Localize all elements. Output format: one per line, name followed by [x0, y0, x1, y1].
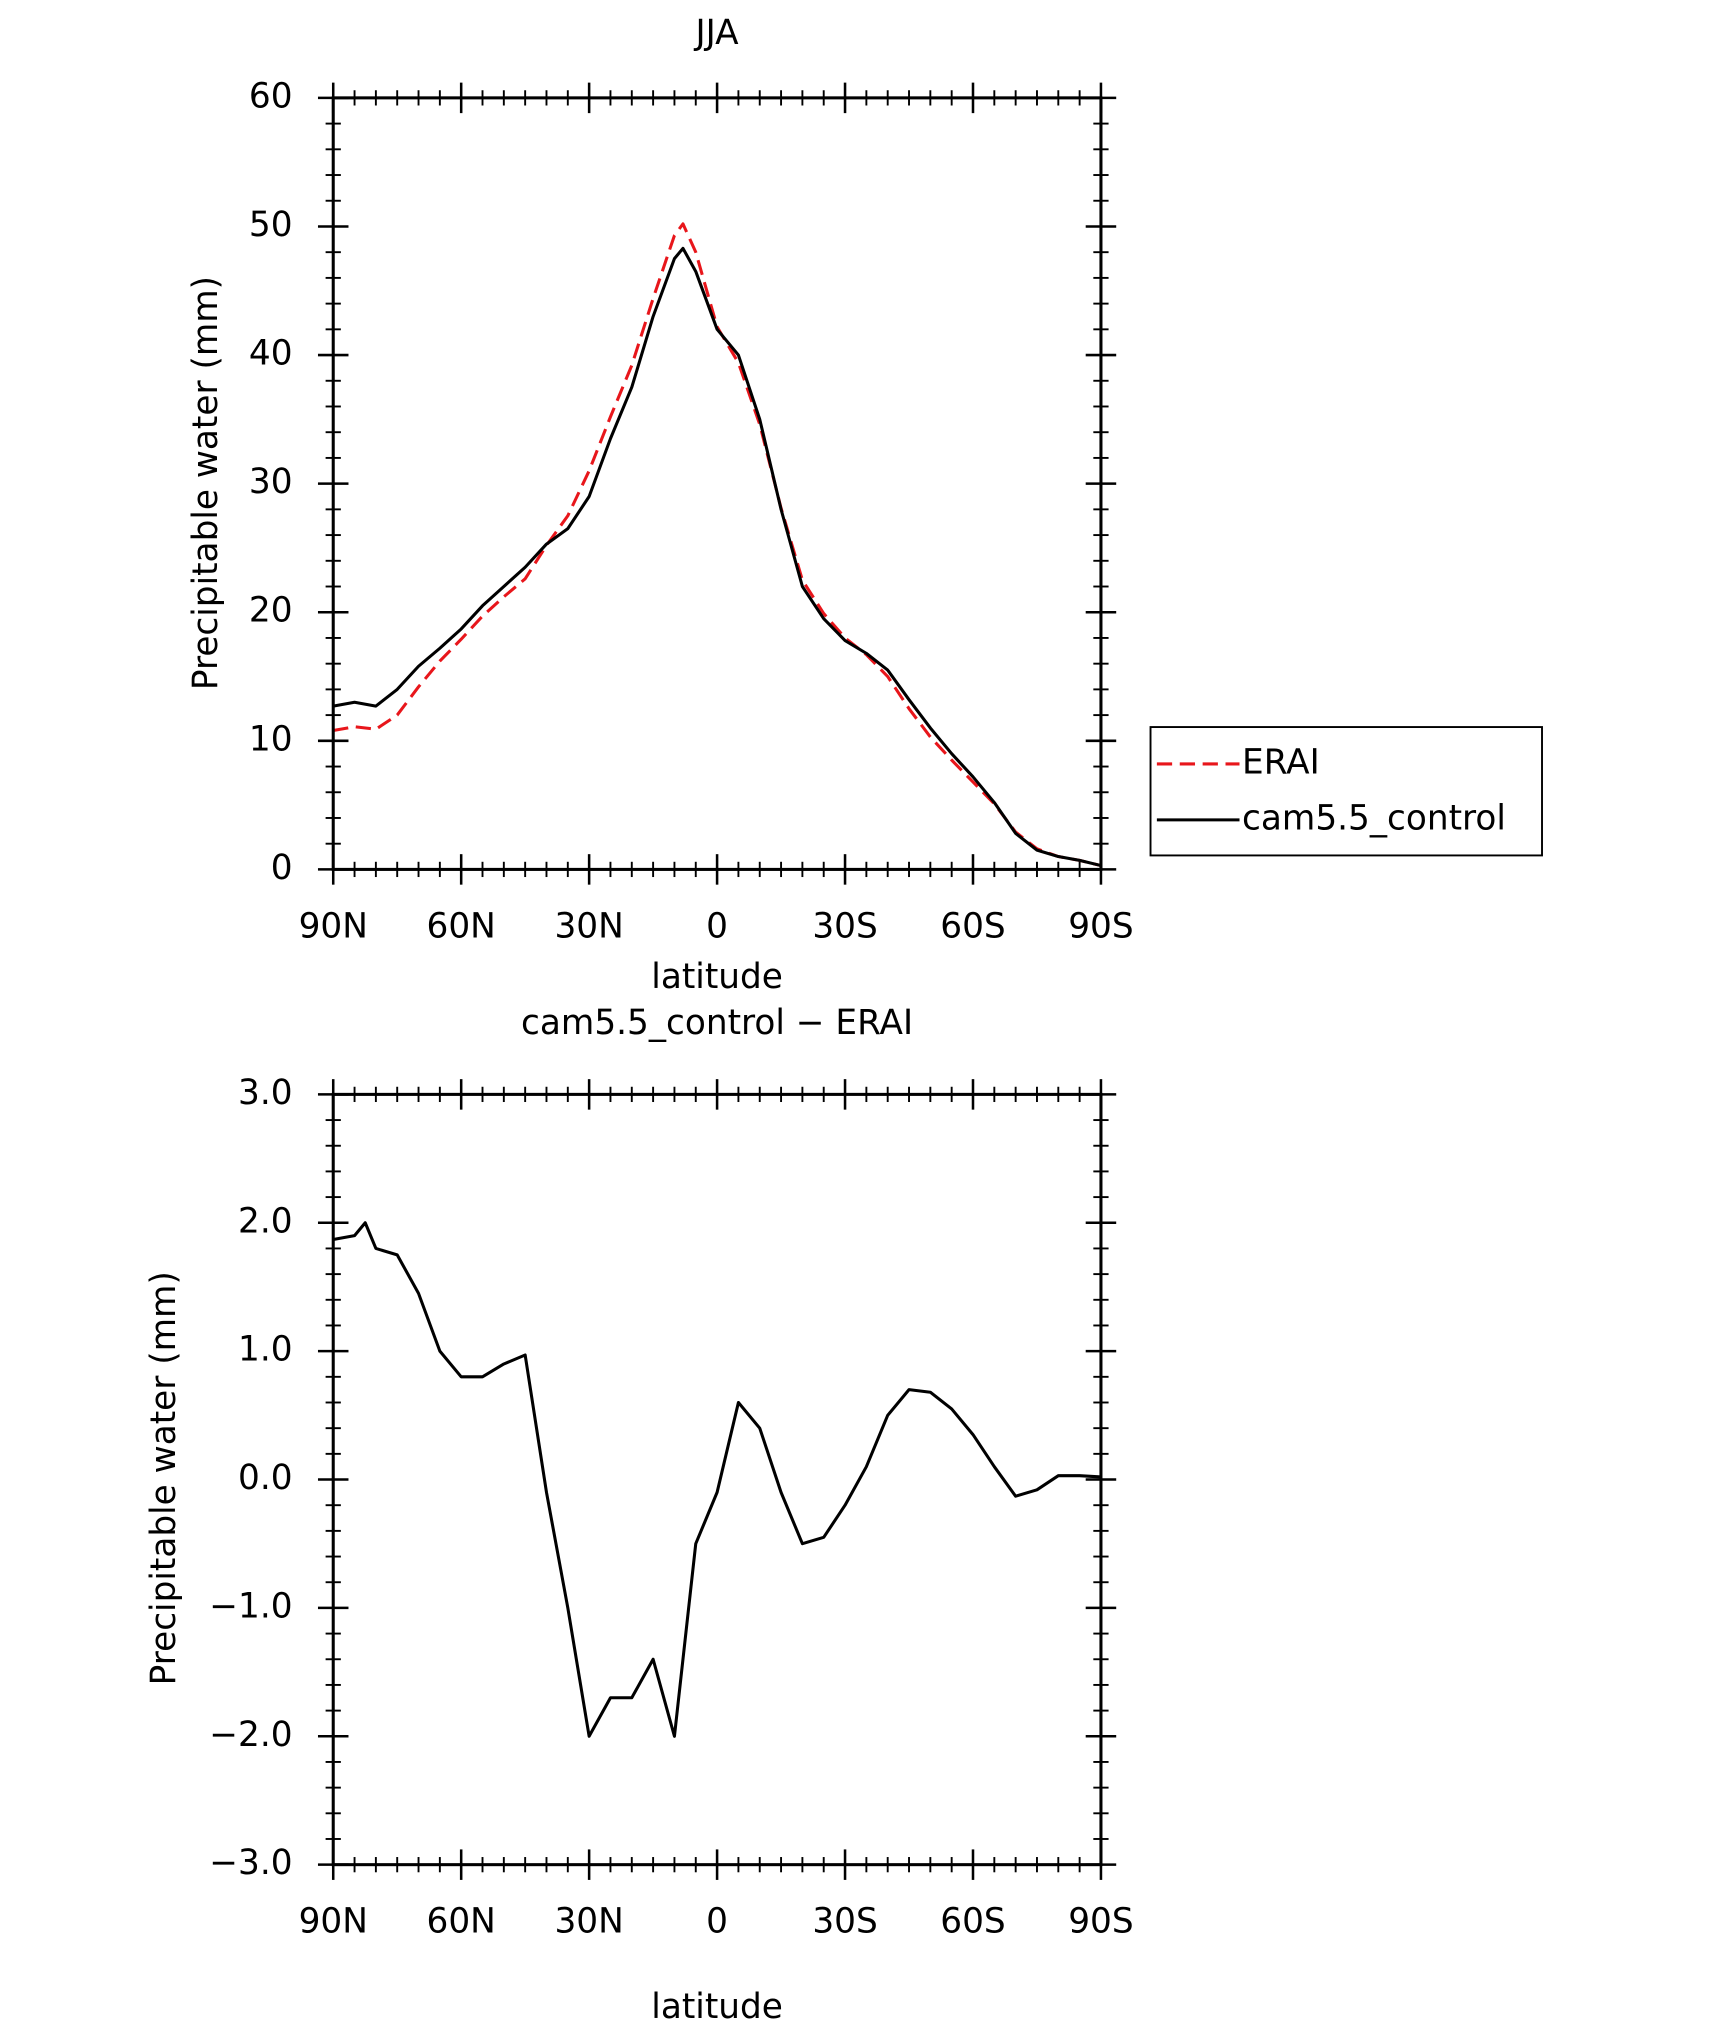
line-series	[332, 1221, 1102, 1738]
x-tick-label: 60N	[427, 906, 496, 946]
y-tick-label: −3.0	[209, 1843, 292, 1883]
y-tick-label: 60	[249, 76, 293, 116]
chart-title: JJA	[694, 13, 740, 53]
x-axis-label: latitude	[651, 957, 783, 997]
y-tick-label: 0.0	[238, 1458, 293, 1498]
y-tick-label: 30	[249, 462, 293, 502]
line-series	[332, 222, 1102, 868]
x-tick-label: 30N	[554, 1902, 623, 1942]
x-tick-label: 30S	[812, 1902, 877, 1942]
y-tick-label: 20	[249, 591, 293, 631]
y-tick-label: 1.0	[238, 1330, 293, 1370]
x-axis-label: latitude	[651, 1987, 783, 2021]
y-tick-label: 0	[271, 848, 293, 888]
legend-label: cam5.5_control	[1242, 798, 1506, 838]
x-tick-label: 0	[706, 1902, 728, 1942]
y-tick-label: 50	[249, 205, 293, 245]
legend-label: ERAI	[1242, 742, 1320, 782]
plot-frame	[331, 96, 1103, 871]
y-tick-label: 10	[249, 719, 293, 759]
x-tick-label: 30N	[554, 906, 623, 946]
x-tick-label: 60S	[940, 1902, 1005, 1942]
x-tick-label: 90N	[299, 906, 368, 946]
chart-title: cam5.5_control − ERAI	[521, 1003, 913, 1043]
line-series	[332, 246, 1102, 868]
y-tick-label: −1.0	[209, 1586, 292, 1626]
x-tick-label: 60N	[427, 1902, 496, 1942]
y-tick-label: −2.0	[209, 1715, 292, 1755]
y-axis-label: Precipitable water (mm)	[186, 276, 226, 690]
y-axis-label: Precipitable water (mm)	[144, 1271, 184, 1685]
x-tick-label: 30S	[812, 906, 877, 946]
x-tick-label: 0	[706, 906, 728, 946]
y-tick-label: 2.0	[238, 1201, 293, 1241]
y-tick-label: 40	[249, 334, 293, 374]
legend-box	[1149, 726, 1543, 857]
plot-frame	[331, 1092, 1103, 1867]
x-tick-label: 60S	[940, 906, 1005, 946]
x-tick-label: 90S	[1068, 906, 1133, 946]
x-tick-label: 90S	[1068, 1902, 1133, 1942]
x-tick-label: 90N	[299, 1902, 368, 1942]
y-tick-label: 3.0	[238, 1073, 293, 1113]
